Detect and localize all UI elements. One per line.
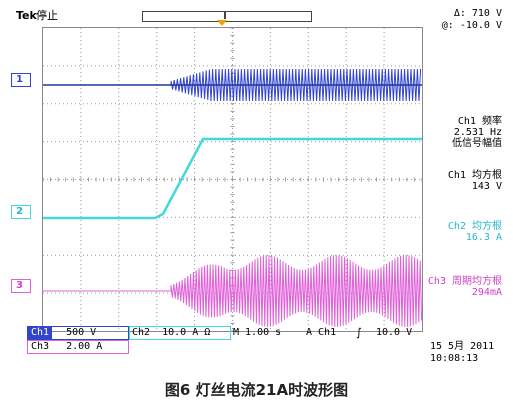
trigger-position-icon xyxy=(217,20,227,26)
ch2-label: Ch2 xyxy=(132,327,151,338)
oscilloscope-display: Tek 停止 Δ: 710 V @: -10.0 V 1 2 3 Ch1 频率 … xyxy=(10,6,506,370)
ch1-marker: 1 xyxy=(11,73,31,87)
measurement-ch1-frequency: Ch1 频率 2.531 Hz 低信号幅值 xyxy=(452,116,502,149)
trigger-slope-icon: ∫ xyxy=(356,326,362,339)
run-state-label: 停止 xyxy=(36,9,58,22)
record-view-marker xyxy=(224,12,226,19)
ch3-waveform xyxy=(43,254,422,328)
ch2-scale: 10.0 A Ω xyxy=(162,327,211,338)
ch1-label: Ch1 xyxy=(28,327,53,339)
trigger-level: 10.0 V xyxy=(376,327,413,338)
waveform-plot xyxy=(43,28,422,331)
date-readout: 15 5月 2011 xyxy=(430,341,495,352)
cursor-delta: Δ: 710 V xyxy=(453,8,502,19)
record-view-bar xyxy=(142,11,312,22)
measurement-ch1-rms: Ch1 均方根 143 V xyxy=(447,170,502,192)
ch2-marker: 2 xyxy=(11,205,31,219)
time-readout: 10:08:13 xyxy=(430,353,479,364)
brand-label: Tek xyxy=(16,9,37,22)
ch3-marker: 3 xyxy=(11,279,31,293)
ch2-waveform xyxy=(43,137,422,220)
trigger-source: A Ch1 xyxy=(306,327,337,338)
figure-caption: 图6 灯丝电流21A时波形图 xyxy=(164,381,349,399)
ch3-scale: 2.00 A xyxy=(66,341,103,352)
ch3-label: Ch3 xyxy=(31,341,50,352)
cursor-at: @: -10.0 V xyxy=(441,20,502,31)
measurement-ch2-rms: Ch2 均方根 16.3 A xyxy=(447,221,502,243)
ch1-scale-box: Ch1 500 V xyxy=(27,326,129,340)
measurement-ch3-cycle-rms: Ch3 周期均方根 294mA xyxy=(427,276,502,298)
ch2-scale-box: Ch2 10.0 A Ω xyxy=(129,326,231,340)
ch1-scale: 500 V xyxy=(66,327,97,338)
timebase: M 1.00 s xyxy=(233,327,282,338)
ch1-waveform xyxy=(43,68,422,102)
waveform-screen xyxy=(42,27,423,332)
ch3-scale-box: Ch3 2.00 A xyxy=(27,340,129,354)
